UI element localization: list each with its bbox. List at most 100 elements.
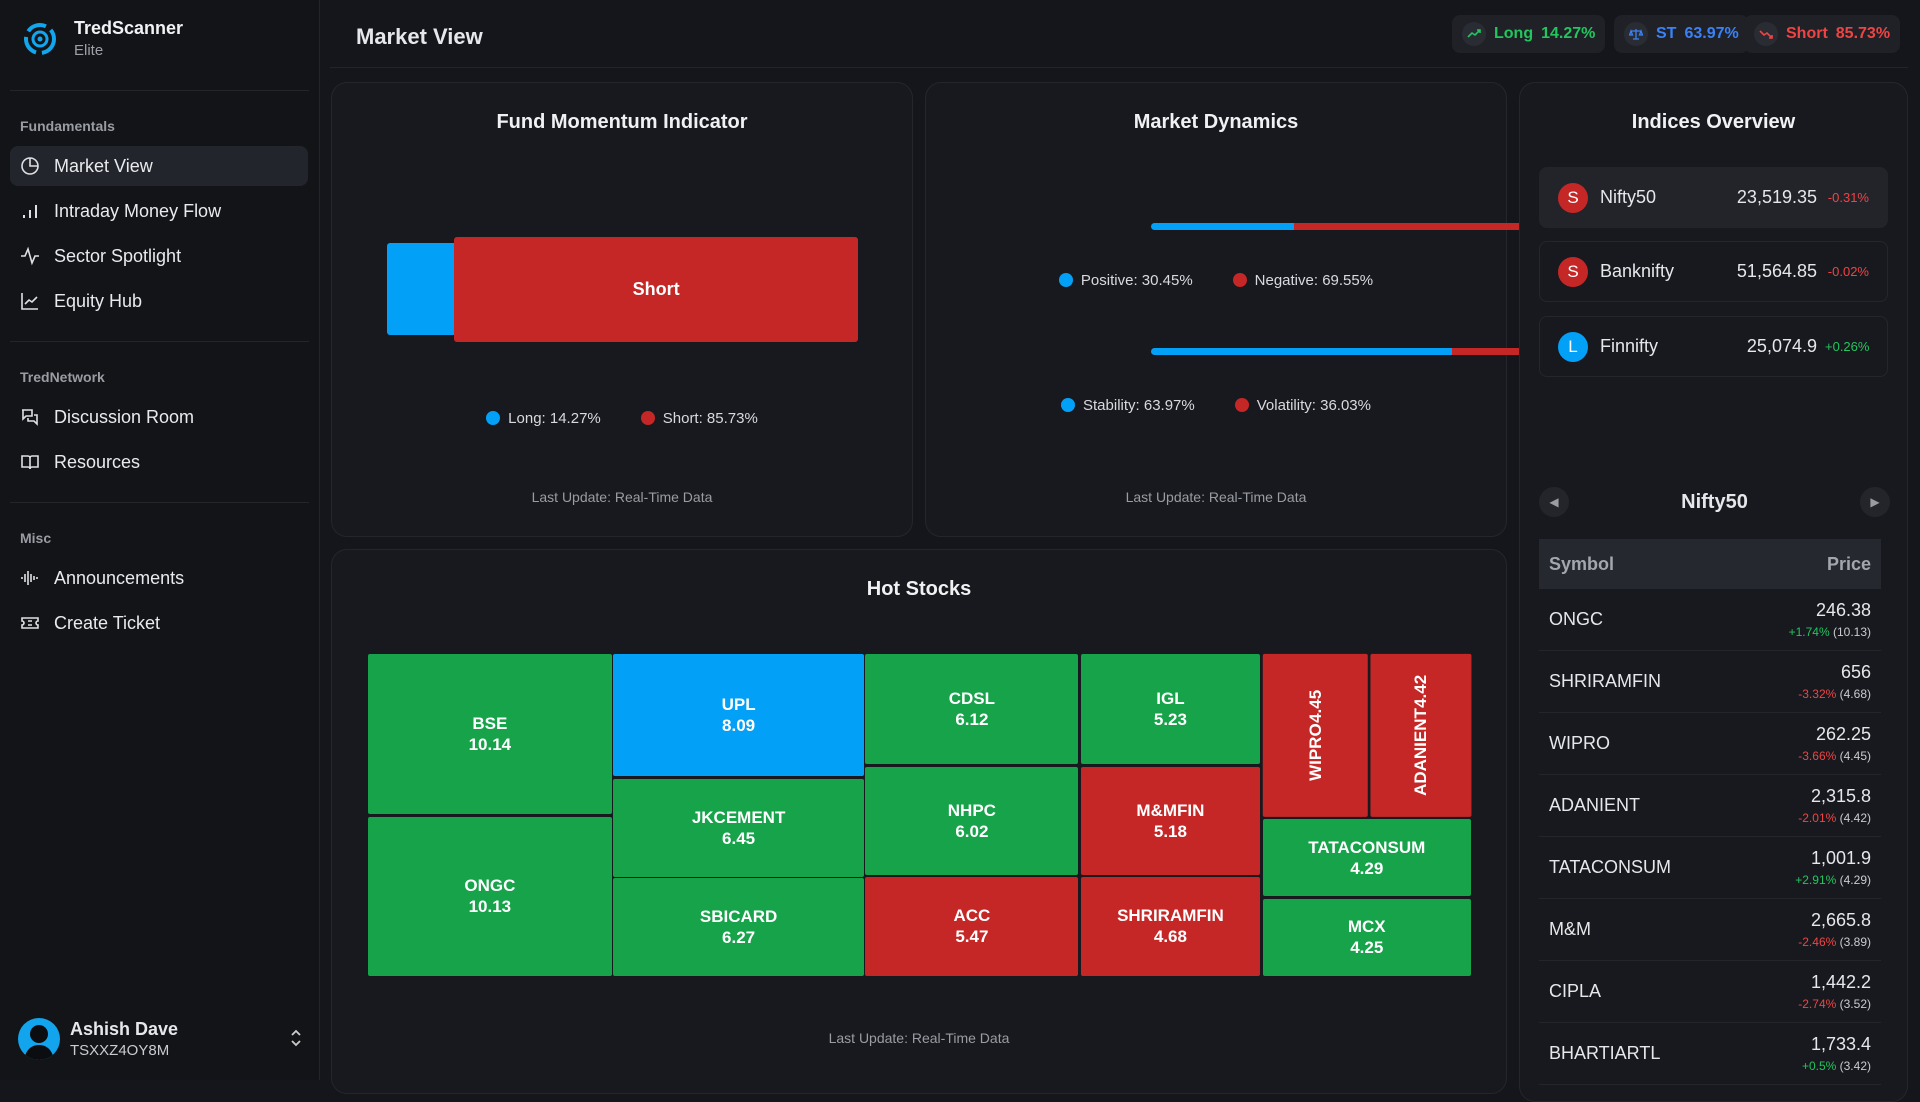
hot-stocks-card: Hot Stocks BSE 10.14 ONGC 10.13 UPL 8.09 JKCEM…: [331, 549, 1507, 1094]
index-row-nifty50[interactable]: S Nifty50 23,519.35 -0.31%: [1539, 167, 1888, 228]
cell-symbol: ADANIENT: [1410, 708, 1430, 796]
cell-symbol: SBICARD: [699, 907, 778, 927]
line-chart-icon: [21, 293, 38, 310]
legend-stability: Stability: 63.97%: [1061, 397, 1195, 414]
treemap-cell-sbicard[interactable]: SBICARD 6.27: [612, 878, 865, 976]
next-index-button[interactable]: ▶: [1860, 487, 1890, 517]
treemap-cell-shriramfin[interactable]: SHRIRAMFIN 4.68: [1080, 876, 1261, 976]
cell-symbol: IGL: [1156, 689, 1185, 709]
treemap-cell-nhpc[interactable]: NHPC 6.02: [865, 766, 1079, 875]
cell-symbol: UPL: [721, 695, 756, 715]
sidebar-item-announcements[interactable]: Announcements: [10, 558, 308, 598]
sidebar-item-market-view[interactable]: Market View: [10, 146, 308, 186]
treemap-cell-tataconsum[interactable]: TATACONSUM 4.29: [1262, 819, 1471, 897]
table-row[interactable]: SHRIRAMFIN 656 -3.32% (4.68): [1539, 651, 1881, 713]
row-score: (4.45): [1839, 749, 1871, 763]
trending-up-icon: [1462, 22, 1486, 46]
row-change: +1.74%: [1788, 625, 1830, 639]
treemap-cell-wipro[interactable]: WIPRO 4.45: [1262, 654, 1368, 817]
treemap-cell-ongc[interactable]: ONGC 10.13: [368, 816, 612, 976]
cell-symbol: JKCEMENT: [691, 807, 786, 827]
sidebar-item-create-ticket[interactable]: Create Ticket: [10, 603, 308, 643]
treemap-cell-adanient[interactable]: ADANIENT 4.42: [1369, 654, 1471, 817]
cell-value: 5.18: [1153, 821, 1187, 841]
treemap-cell-acc[interactable]: ACC 5.47: [865, 876, 1079, 976]
sidebar-item-intraday-money-flow[interactable]: Intraday Money Flow: [10, 191, 308, 231]
cell-symbol: BSE: [472, 714, 508, 734]
sidebar-item-label: Create Ticket: [54, 612, 161, 633]
table-row[interactable]: ADANIENT 2,315.8 -2.01% (4.42): [1539, 775, 1881, 837]
cell-value: 6.02: [955, 821, 989, 841]
index-row-finnifty[interactable]: L Finnifty 25,074.9 +0.26%: [1539, 316, 1888, 377]
stability-fill: [1151, 348, 1453, 355]
sidebar-item-label: Sector Spotlight: [54, 245, 182, 266]
index-name: Finnifty: [1600, 336, 1659, 356]
logo-icon: [20, 19, 60, 59]
sidebar-item-sector-spotlight[interactable]: Sector Spotlight: [10, 236, 308, 276]
treemap-cell-jkcement[interactable]: JKCEMENT 6.45: [612, 778, 865, 877]
last-update: Last Update: Real-Time Data: [531, 489, 713, 505]
ticket-icon: [21, 617, 39, 629]
scale-icon: [1624, 22, 1648, 46]
table-row[interactable]: M&M 2,665.8 -2.46% (3.89): [1539, 899, 1881, 961]
cell-value: 6.12: [955, 710, 989, 730]
sidebar-item-discussion-room[interactable]: Discussion Room: [10, 397, 308, 437]
treemap-cell-upl[interactable]: UPL 8.09: [612, 654, 865, 777]
table-row[interactable]: WIPRO 262.25 -3.66% (4.45): [1539, 713, 1881, 775]
sidebar-item-resources[interactable]: Resources: [10, 442, 308, 482]
treemap-cell-cdsl[interactable]: CDSL 6.12: [865, 654, 1079, 765]
cell-value: 4.42: [1410, 675, 1430, 709]
positive-fill: [1151, 223, 1295, 230]
table-row[interactable]: ONGC 246.38 +1.74% (10.13): [1539, 589, 1881, 651]
card-title: Market Dynamics: [1133, 111, 1299, 133]
app-tier: Elite: [74, 42, 104, 59]
col-symbol: Symbol: [1549, 553, 1615, 574]
cell-value: 4.29: [1350, 858, 1384, 878]
cell-value: 6.27: [722, 928, 756, 948]
treemap-cell-bse[interactable]: BSE 10.14: [368, 654, 612, 815]
user-menu[interactable]: Ashish Dave TSXXZ4OY8M: [18, 1018, 303, 1060]
index-name: Banknifty: [1600, 261, 1675, 281]
user-id: TSXXZ4OY8M: [70, 1042, 170, 1059]
st-badge: ST 63.97%: [1614, 15, 1749, 53]
cell-symbol: WIPRO: [1305, 723, 1325, 781]
header: Market View Long 14.27% ST 63.97% Short 85.…: [330, 0, 1908, 68]
legend-long: Long: 14.27%: [486, 410, 601, 427]
card-title: Fund Momentum Indicator: [496, 111, 748, 133]
row-symbol: TATACONSUM: [1549, 857, 1671, 877]
treemap-cell-igl[interactable]: IGL 5.23: [1080, 654, 1261, 765]
sidebar-item-label: Discussion Room: [54, 406, 195, 427]
sidebar-item-equity-hub[interactable]: Equity Hub: [10, 281, 308, 321]
index-change: +0.26%: [1825, 339, 1870, 354]
selected-index-title: Nifty50: [1681, 491, 1748, 513]
row-score: (3.89): [1839, 935, 1871, 949]
table-row[interactable]: CIPLA 1,442.2 -2.74% (3.52): [1539, 961, 1881, 1023]
row-symbol: SHRIRAMFIN: [1549, 671, 1661, 691]
chevron-up-down-icon[interactable]: [289, 1028, 303, 1048]
legend-short: Short: 85.73%: [640, 410, 758, 427]
indices-card: Indices Overview S Nifty50 23,519.35 -0.…: [1519, 82, 1908, 1102]
brand[interactable]: TredScanner Elite: [20, 18, 183, 59]
treemap-cell-mmfin[interactable]: M&MFIN 5.18: [1080, 766, 1261, 875]
stocks-table-body[interactable]: ONGC 246.38 +1.74% (10.13) SHRIRAMFIN 656 -3.…: [1539, 589, 1881, 1089]
chevron-left-icon: ◀: [1549, 495, 1559, 509]
prev-index-button[interactable]: ◀: [1539, 487, 1569, 517]
treemap-cell-mcx[interactable]: MCX 4.25: [1262, 898, 1471, 976]
badge-label: Short: [1786, 25, 1828, 42]
row-change: +2.91%: [1795, 873, 1837, 887]
row-symbol: ONGC: [1549, 609, 1603, 629]
cell-symbol: NHPC: [947, 800, 996, 820]
sidebar-item-label: Intraday Money Flow: [54, 200, 222, 221]
cell-value: 5.47: [955, 927, 989, 947]
section-fundamentals: Fundamentals: [20, 118, 115, 134]
user-name: Ashish Dave: [70, 1019, 179, 1039]
sidebar-item-label: Announcements: [54, 567, 185, 588]
row-change: -3.66%: [1798, 749, 1837, 763]
table-row[interactable]: BHARTIARTL 1,733.4 +0.5% (3.42): [1539, 1023, 1881, 1085]
row-score: (3.42): [1839, 1059, 1871, 1073]
table-row[interactable]: TATACONSUM 1,001.9 +2.91% (4.29): [1539, 837, 1881, 899]
legend-volatility: Volatility: 36.03%: [1234, 397, 1371, 414]
index-row-banknifty[interactable]: S Banknifty 51,564.85 -0.02%: [1539, 241, 1888, 302]
badge-value: 85.73%: [1835, 25, 1891, 42]
long-bar: [387, 243, 455, 335]
